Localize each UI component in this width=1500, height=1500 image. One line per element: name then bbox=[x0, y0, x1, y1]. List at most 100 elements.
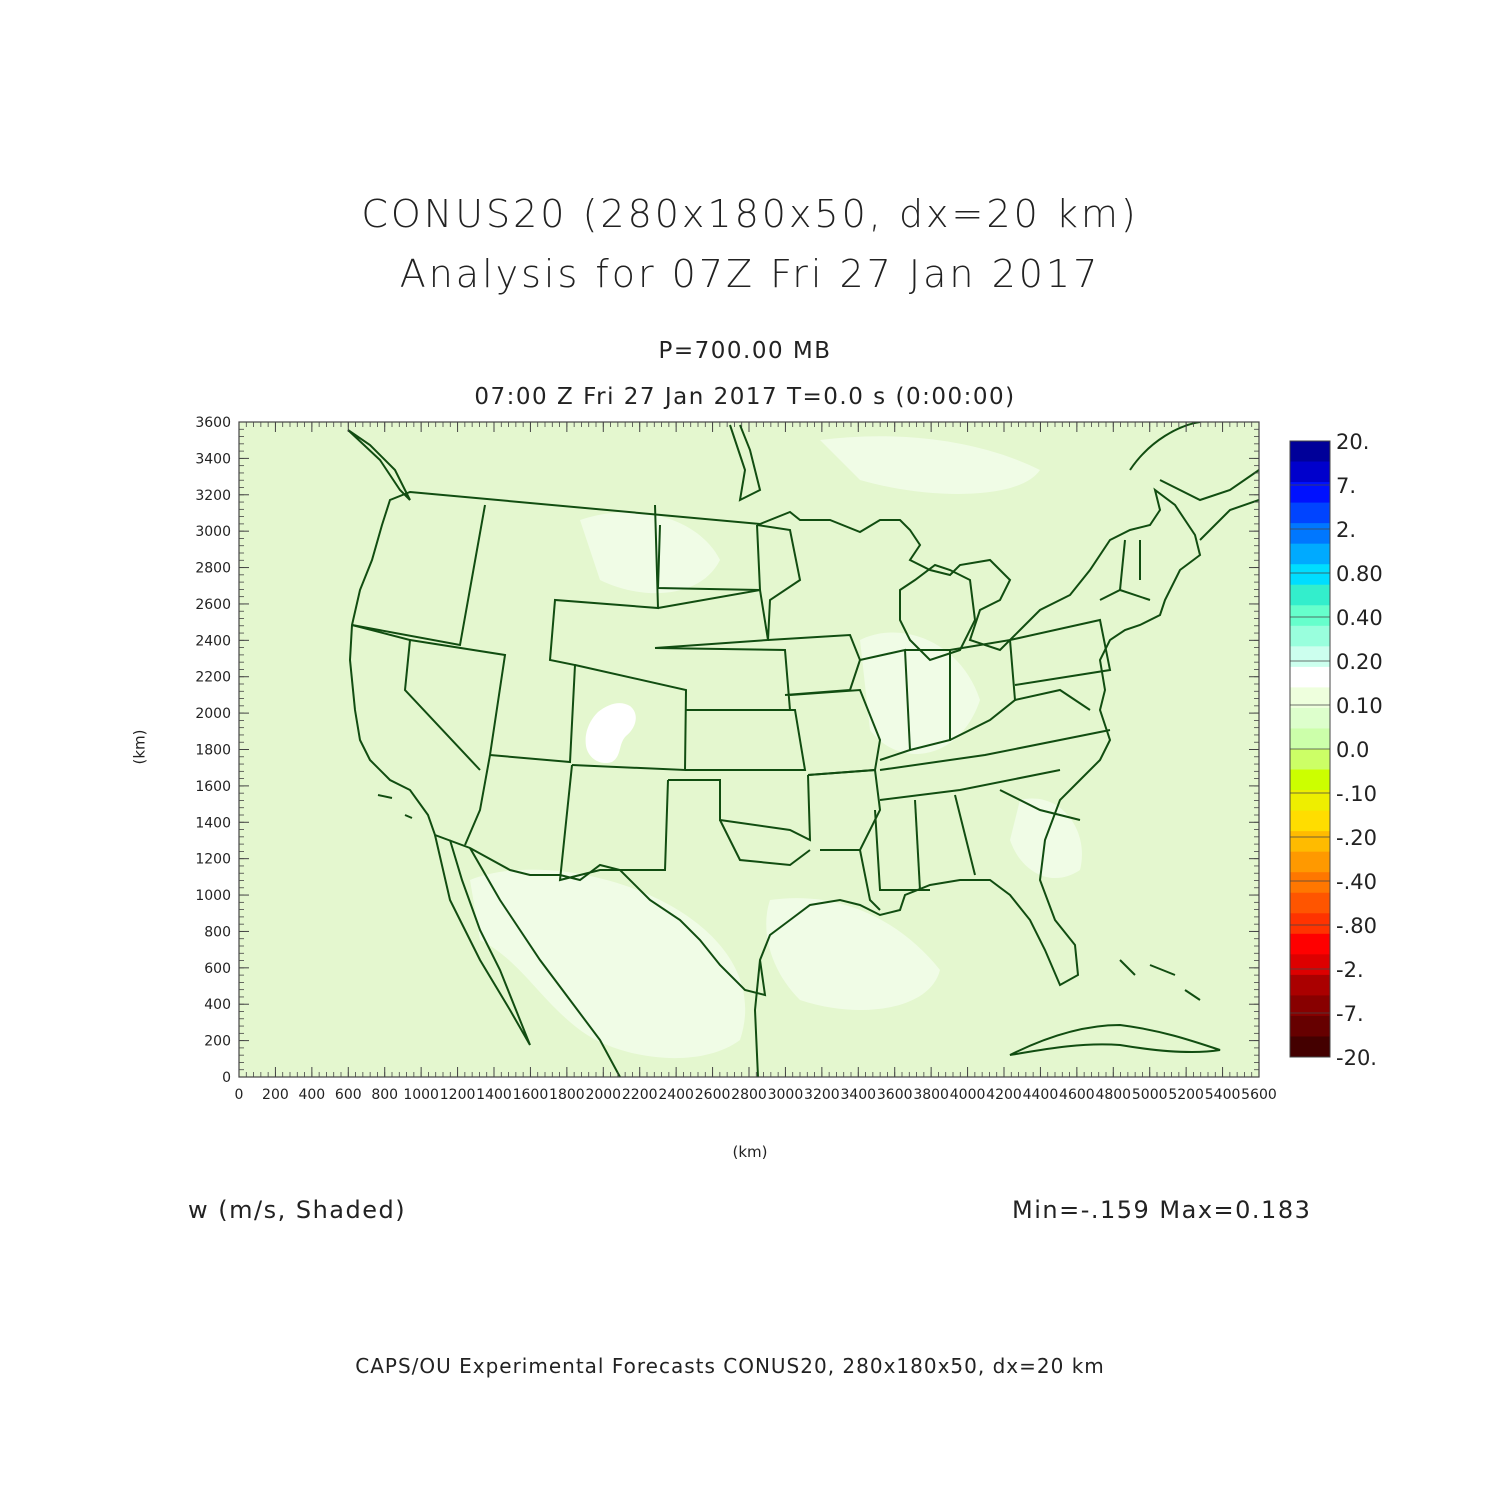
y-tick-label: 1000 bbox=[195, 888, 231, 904]
x-tick-label: 3600 bbox=[877, 1087, 913, 1103]
border-ms bbox=[874, 809, 930, 891]
border-tn-ky bbox=[879, 729, 1111, 771]
michigan-outline bbox=[899, 563, 977, 662]
colorbar-swatch bbox=[1290, 584, 1330, 606]
y-tick-label: 3600 bbox=[195, 415, 231, 431]
border-wv bbox=[1014, 688, 1091, 711]
border-co bbox=[571, 664, 688, 772]
x-tick-label: 4400 bbox=[1023, 1087, 1059, 1103]
colorbar-swatch bbox=[1290, 995, 1330, 1017]
y-tick-label: 2800 bbox=[195, 561, 231, 577]
x-axis-label: (km) bbox=[732, 1143, 768, 1161]
light-patch bbox=[580, 512, 720, 594]
y-tick-label: 800 bbox=[204, 924, 231, 940]
border-ok bbox=[668, 774, 812, 842]
variable-label: w (m/s, Shaded) bbox=[188, 1196, 407, 1224]
x-tick-label: 1600 bbox=[513, 1087, 549, 1103]
x-tick-label: 3000 bbox=[768, 1087, 804, 1103]
x-tick-label: 200 bbox=[262, 1087, 289, 1103]
y-tick-label: 2000 bbox=[195, 706, 231, 722]
x-tick-label: 4800 bbox=[1095, 1087, 1131, 1103]
colorbar-swatch bbox=[1290, 831, 1330, 853]
y-tick-label: 1400 bbox=[195, 815, 231, 831]
colorbar-swatch bbox=[1290, 666, 1330, 688]
x-tick-label: 1800 bbox=[549, 1087, 585, 1103]
colorbar-label: 0.80 bbox=[1336, 562, 1383, 586]
nova-scotia-coast bbox=[1199, 499, 1259, 541]
mexico-west-coast bbox=[469, 847, 621, 1077]
x-tick-label: 4000 bbox=[950, 1087, 986, 1103]
light-patch bbox=[766, 898, 940, 1010]
border-al bbox=[914, 799, 921, 891]
colorbar-label: -.10 bbox=[1336, 782, 1377, 806]
border-ks bbox=[685, 709, 807, 771]
colorbar-label: -.20 bbox=[1336, 826, 1377, 850]
x-tick-label: 600 bbox=[335, 1087, 362, 1103]
footer-credit: CAPS/OU Experimental Forecasts CONUS20, … bbox=[355, 1354, 1105, 1378]
x-tick-label: 5000 bbox=[1132, 1087, 1168, 1103]
state-borders bbox=[347, 422, 1259, 1077]
colorbar-swatch bbox=[1290, 707, 1330, 729]
colorbar-label: 0.20 bbox=[1336, 650, 1383, 674]
y-tick-label: 2400 bbox=[195, 633, 231, 649]
border-il bbox=[859, 648, 912, 761]
x-tick-label: 2800 bbox=[731, 1087, 767, 1103]
colorbar-swatch bbox=[1290, 974, 1330, 996]
x-tick-label: 2400 bbox=[658, 1087, 694, 1103]
min-max-label: Min=-.159 Max=0.183 bbox=[1012, 1196, 1312, 1224]
border-az bbox=[464, 754, 491, 846]
x-tick-label: 0 bbox=[235, 1087, 244, 1103]
colorbar-swatch bbox=[1290, 523, 1330, 545]
colorbar-swatch bbox=[1290, 687, 1330, 709]
x-tick-label: 3800 bbox=[913, 1087, 949, 1103]
y-tick-label: 1600 bbox=[195, 779, 231, 795]
colorbar-label: -20. bbox=[1336, 1046, 1377, 1070]
zero-value-region bbox=[585, 703, 636, 764]
border-sd bbox=[654, 588, 770, 649]
pressure-level-label: P=700.00 MB bbox=[658, 338, 832, 364]
colorbar-label: 20. bbox=[1336, 430, 1369, 454]
y-tick-label: 0 bbox=[222, 1070, 231, 1086]
colorbar-swatch bbox=[1290, 1015, 1330, 1037]
x-tick-label: 2200 bbox=[622, 1087, 658, 1103]
colorbar-swatch bbox=[1290, 625, 1330, 647]
y-tick-label: 1800 bbox=[195, 743, 231, 759]
x-tick-label: 800 bbox=[371, 1087, 398, 1103]
colorbar-swatch bbox=[1290, 810, 1330, 832]
colorbar-swatch bbox=[1290, 502, 1330, 524]
border-ca-nv bbox=[351, 624, 481, 771]
x-tick-label: 5600 bbox=[1241, 1087, 1277, 1103]
border-nm bbox=[558, 764, 669, 882]
colorbar-swatch bbox=[1290, 482, 1330, 504]
border-pa bbox=[1009, 618, 1112, 686]
y-tick-label: 1200 bbox=[195, 852, 231, 868]
x-tick-label: 2000 bbox=[585, 1087, 621, 1103]
border-tn-s bbox=[879, 769, 1061, 801]
border-la bbox=[820, 849, 881, 911]
x-tick-label: 2600 bbox=[695, 1087, 731, 1103]
colorbar: 20. 7. 2. 0.80 0.40 0.20 0.10 0.0 -.10 -.20 -.40 -.… bbox=[1289, 430, 1383, 1070]
border-mn bbox=[756, 524, 802, 641]
colorbar-label: -2. bbox=[1336, 958, 1364, 982]
title-line-2: Analysis for 07Z Fri 27 Jan 2017 bbox=[399, 252, 1101, 296]
border-or-id bbox=[351, 504, 486, 647]
x-tick-label: 400 bbox=[298, 1087, 325, 1103]
colorbar-label: -.40 bbox=[1336, 870, 1377, 894]
shaded-field bbox=[239, 422, 1259, 1077]
y-tick-label: 3200 bbox=[195, 488, 231, 504]
colorbar-swatch bbox=[1290, 441, 1330, 463]
y-axis-ticks: 0 200 400 600 800 1000 1200 1400 1600 1800 2000 220… bbox=[195, 415, 1259, 1086]
border-nv-ut bbox=[409, 639, 507, 756]
x-tick-label: 5200 bbox=[1168, 1087, 1204, 1103]
us-outline bbox=[348, 487, 1202, 997]
border-in bbox=[905, 649, 951, 751]
colorbar-swatch bbox=[1290, 1036, 1330, 1058]
colorbar-swatch bbox=[1290, 954, 1330, 976]
colorbar-swatch bbox=[1290, 564, 1330, 586]
colorbar-label: 0.40 bbox=[1336, 606, 1383, 630]
y-tick-label: 600 bbox=[204, 961, 231, 977]
y-axis-label: (km) bbox=[130, 729, 149, 765]
colorbar-swatch bbox=[1290, 543, 1330, 565]
x-tick-label: 1000 bbox=[403, 1087, 439, 1103]
